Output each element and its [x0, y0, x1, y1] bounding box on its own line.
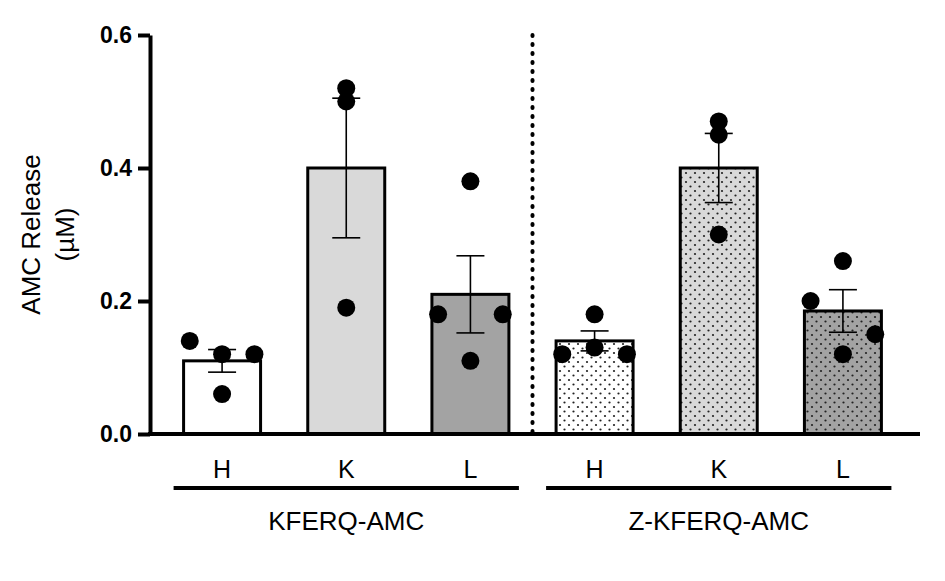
- y-tick-mark: [138, 34, 150, 38]
- y-tick-mark: [138, 300, 150, 304]
- data-point: [461, 172, 479, 190]
- x-axis-line: [148, 432, 920, 436]
- bar: [184, 361, 261, 434]
- data-point: [245, 345, 263, 363]
- y-tick: 0.0: [100, 421, 150, 447]
- data-point: [834, 345, 852, 363]
- category-label: L: [463, 455, 477, 483]
- error-bar: [456, 256, 484, 333]
- data-point: [429, 305, 447, 323]
- series-group: [553, 112, 884, 434]
- error-bar: [705, 133, 733, 202]
- group-separator: [531, 35, 535, 434]
- error-stem: [842, 290, 844, 333]
- y-tick: 0.6: [100, 22, 150, 48]
- y-tick-label: 0.4: [100, 155, 132, 181]
- error-cap: [705, 202, 733, 204]
- chart: 0.0 0.2 0.4 0.6 H K L KFERQ-AMC H K L Z-KFERQ-AMC AM…: [0, 0, 945, 581]
- data-point: [337, 93, 355, 111]
- data-point: [337, 299, 355, 317]
- series-group: [181, 79, 512, 434]
- data-point: [710, 226, 728, 244]
- y-tick-mark: [138, 167, 150, 171]
- data-point: [461, 352, 479, 370]
- error-cap: [581, 330, 609, 332]
- data-point: [494, 305, 512, 323]
- data-point: [181, 332, 199, 350]
- data-point: [710, 126, 728, 144]
- category-label: K: [338, 455, 355, 483]
- y-axis-title: (µM): [50, 208, 80, 262]
- error-stem: [470, 256, 472, 333]
- group-label: Z-KFERQ-AMC: [628, 506, 809, 536]
- data-point: [213, 385, 231, 403]
- data-point: [213, 345, 231, 363]
- category-label: K: [710, 455, 727, 483]
- y-tick-label: 0.6: [100, 22, 132, 48]
- category-label: H: [213, 455, 231, 483]
- y-axis-title: AMC Release: [16, 154, 46, 314]
- data-point: [618, 345, 636, 363]
- category-label: L: [836, 455, 850, 483]
- error-cap: [332, 237, 360, 239]
- error-cap: [456, 255, 484, 257]
- data-point: [834, 252, 852, 270]
- group-label: KFERQ-AMC: [268, 506, 424, 536]
- y-tick: 0.4: [100, 155, 150, 181]
- y-axis-line: [149, 36, 153, 435]
- data-point: [586, 305, 604, 323]
- data-point: [553, 345, 571, 363]
- y-tick-label: 0.0: [100, 421, 132, 447]
- data-point: [802, 292, 820, 310]
- error-stem: [345, 98, 347, 238]
- group-underline: [174, 486, 519, 490]
- error-cap: [829, 331, 857, 333]
- error-cap: [829, 289, 857, 291]
- error-cap: [456, 332, 484, 334]
- y-axis: 0.0 0.2 0.4 0.6: [100, 22, 150, 447]
- data-point: [586, 339, 604, 357]
- error-bar: [829, 290, 857, 333]
- error-bar: [332, 98, 360, 238]
- error-cap: [208, 371, 236, 373]
- data-point: [866, 325, 884, 343]
- group-underline: [546, 486, 891, 490]
- error-stem: [718, 133, 720, 202]
- y-tick: 0.2: [100, 288, 150, 314]
- category-label: H: [586, 455, 604, 483]
- y-tick-label: 0.2: [100, 288, 132, 314]
- bar: [680, 168, 757, 434]
